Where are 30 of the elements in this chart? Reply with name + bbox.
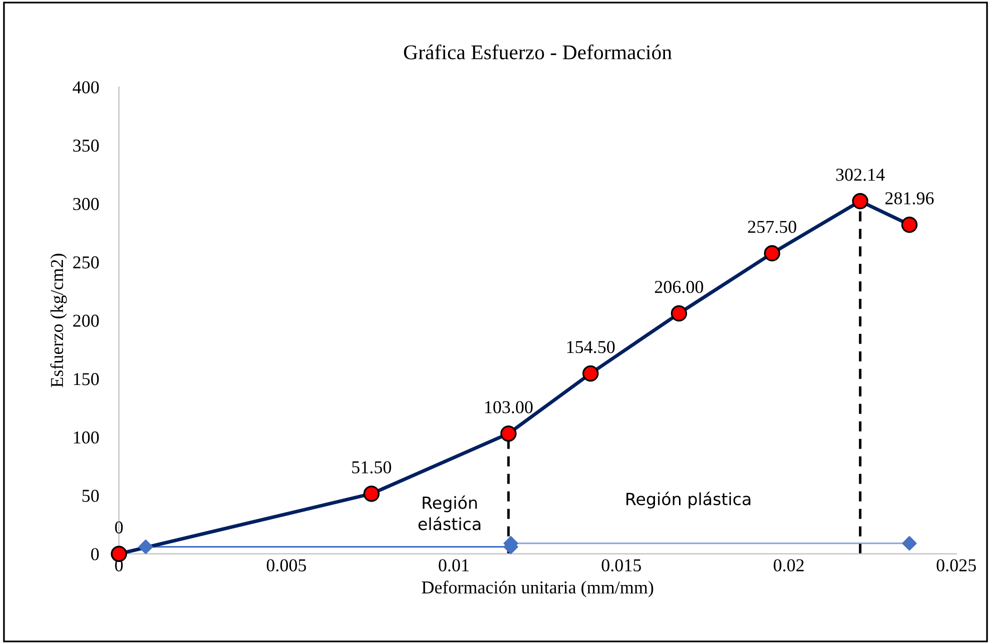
y-tick-label: 250 [73, 256, 99, 268]
y-tick-label: 50 [82, 490, 99, 502]
data-label: 302.14 [836, 168, 885, 181]
y-tick-label: 300 [73, 198, 99, 210]
annotation: Región plástica [626, 492, 750, 509]
y-tick-label: 200 [73, 314, 99, 327]
x-tick-label: 0.01 [438, 559, 469, 572]
x-axis-title: Deformación unitaria (mm/mm) [422, 580, 654, 598]
data-label: 206.00 [654, 280, 704, 294]
data-label: 103.00 [485, 401, 533, 414]
data-label: 281.96 [885, 192, 934, 204]
data-label: 154.50 [567, 340, 615, 354]
data-label: 51.50 [352, 461, 392, 474]
y-tick-label: 350 [73, 140, 99, 152]
x-tick-label: 0.015 [602, 559, 641, 572]
y-axis-title: Esfuerzo (kg/cm2) [50, 254, 67, 388]
y-tick-label: 150 [74, 373, 99, 386]
point [852, 193, 868, 210]
y-tick-label: 400 [72, 81, 99, 94]
y-tick-label: 100 [74, 431, 99, 444]
annotation: Región elástica [418, 495, 480, 530]
chart-title: Gráfica Esfuerzo - Deformación [404, 44, 672, 60]
data-label: 257.50 [748, 220, 796, 234]
x-tick-label: 0.02 [774, 559, 804, 572]
x-tick-label: 0.025 [936, 559, 976, 572]
data-label: 0 [115, 521, 123, 534]
y-tick-label: 0 [91, 548, 99, 560]
x-tick-label: 0.005 [266, 559, 306, 572]
point [138, 540, 153, 554]
point [500, 425, 517, 442]
